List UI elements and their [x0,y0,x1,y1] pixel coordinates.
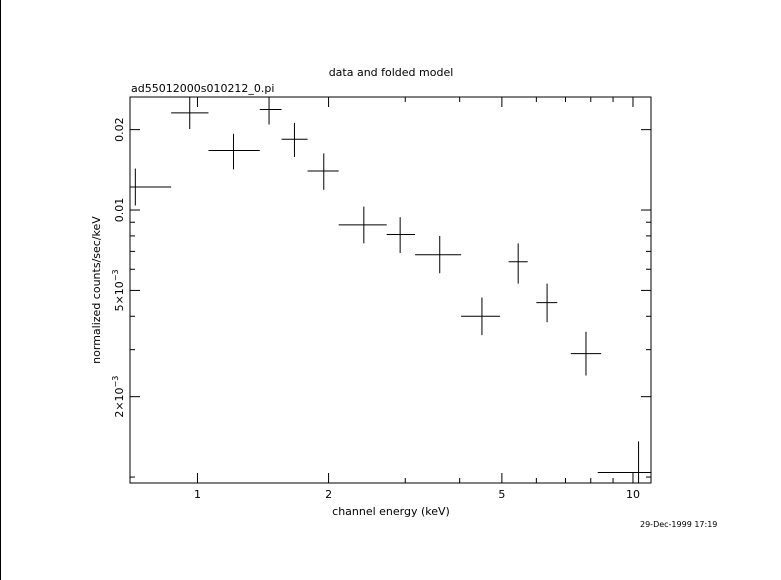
chart-title: data and folded model [329,66,454,79]
data-point [307,153,339,190]
x-tick-label: 10 [626,488,640,501]
data-point [208,133,260,170]
plot-frame [129,96,652,484]
data-point [461,297,500,336]
window-left-border [0,0,1,580]
y-axis-label: normalized counts/sec/keV [90,216,103,364]
data-point [130,168,172,206]
y-tick-label: 0.02 [113,117,126,142]
y-tick-label: 0.01 [113,198,126,223]
data-point [415,235,462,274]
data-point [259,97,282,125]
data-point [570,331,602,376]
chart-subtitle: ad55012000s010212_0.pi [131,82,274,95]
axis-ticks [130,97,651,483]
data-point [536,283,558,323]
timestamp: 29-Dec-1999 17:19 [640,520,718,529]
data-point [597,441,651,483]
x-tick-label: 1 [194,488,201,501]
axis-tick-labels: 1 2 5 10 2×10−3 5×10−3 0.01 0.02 [111,117,640,501]
data-point [171,97,209,130]
data-point [508,243,528,284]
x-tick-label: 2 [325,488,332,501]
data-point [386,217,416,254]
x-axis-label: channel energy (keV) [332,505,450,518]
y-tick-label: 2×10−3 [111,376,126,418]
data-points [130,97,651,483]
y-tick-label: 5×10−3 [111,269,126,311]
data-point [281,122,308,157]
x-tick-label: 5 [498,488,505,501]
data-point [338,206,387,244]
